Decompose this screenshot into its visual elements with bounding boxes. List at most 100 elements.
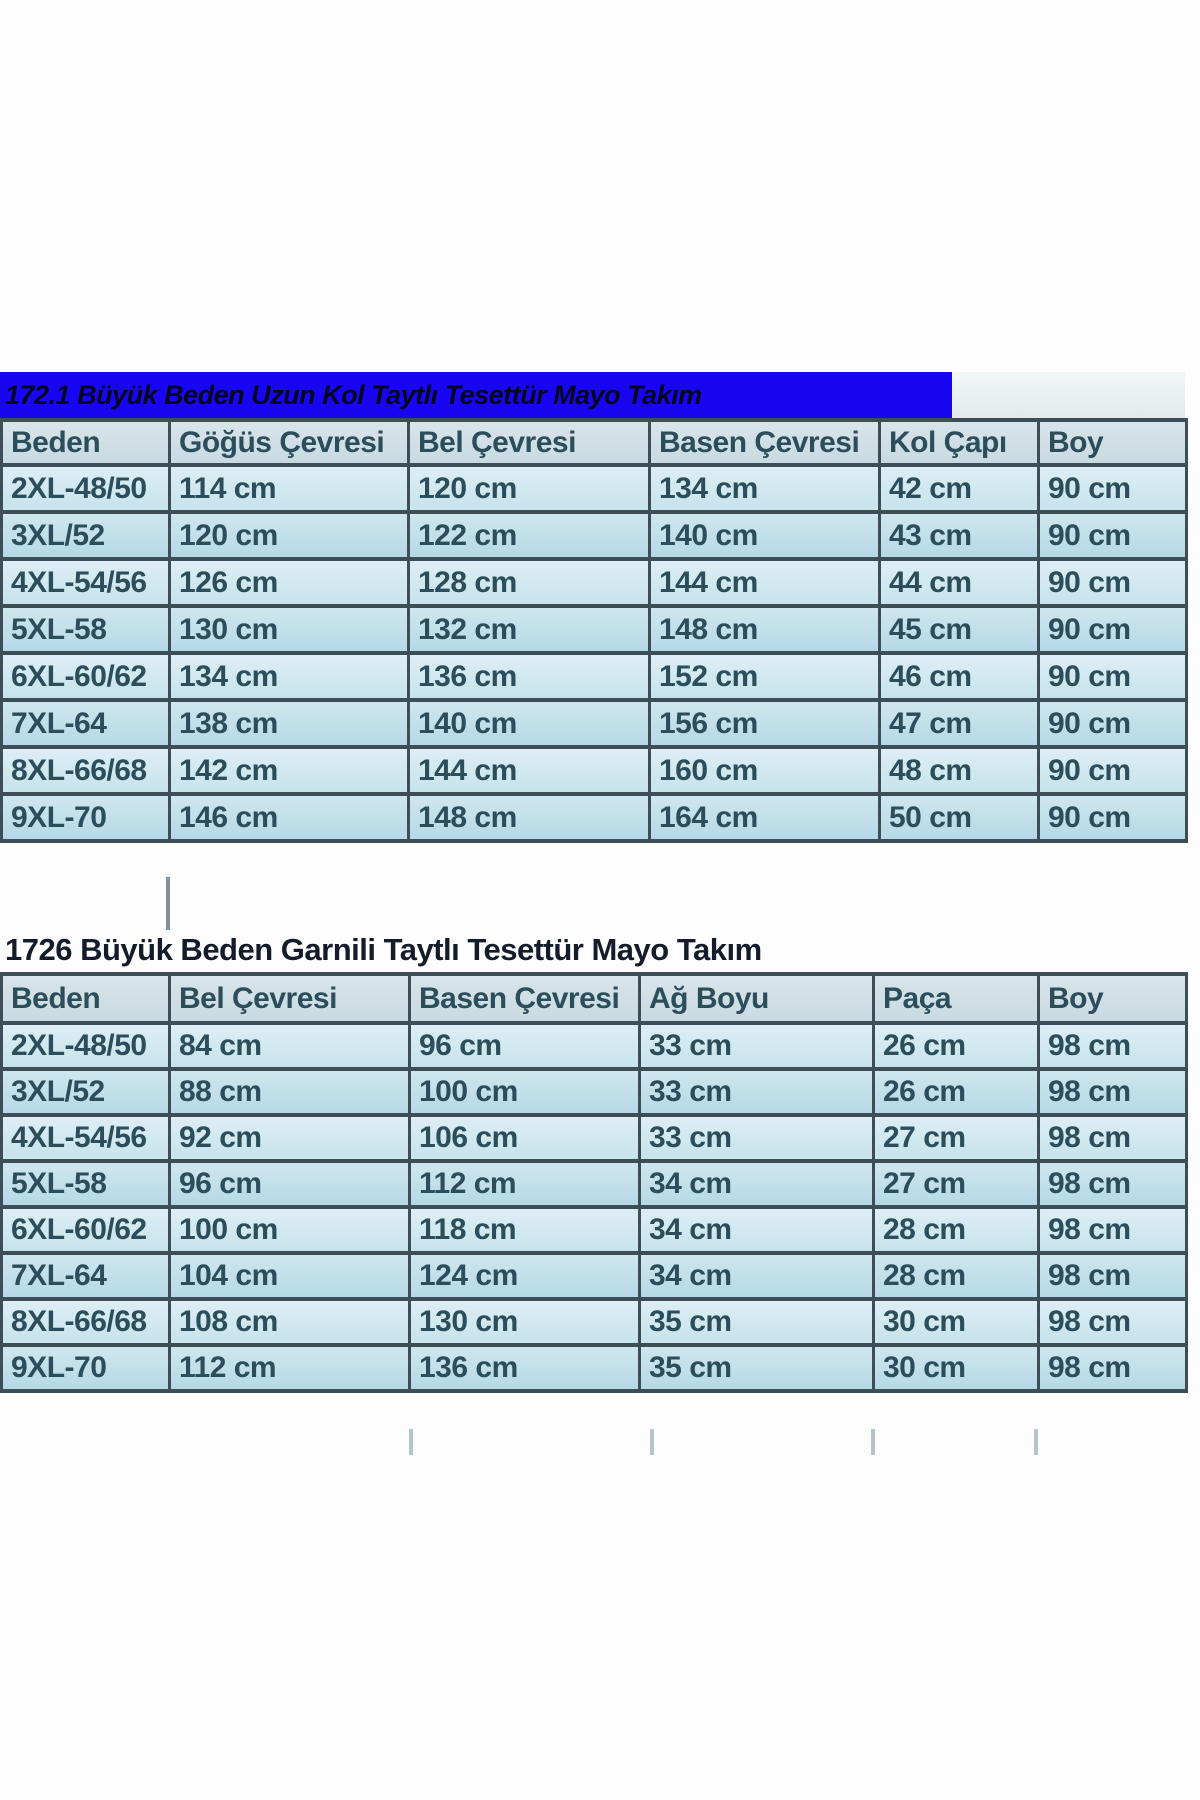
table-cell: 7XL-64 — [0, 698, 171, 749]
table-cell: 8XL-66/68 — [0, 745, 171, 796]
column-header: Basen Çevresi — [408, 972, 641, 1025]
table-row: 7XL-64 138 cm 140 cm 156 cm 47 cm 90 cm — [0, 698, 1188, 749]
table-cell: 126 cm — [168, 557, 410, 608]
table-row: 8XL-66/68 142 cm 144 cm 160 cm 48 cm 90 cm — [0, 745, 1188, 796]
grid-stub — [1034, 1429, 1038, 1455]
table-cell: 46 cm — [878, 651, 1040, 702]
table-cell: 33 cm — [638, 1021, 875, 1071]
grid-stub — [166, 877, 170, 930]
table-cell: 148 cm — [407, 792, 651, 843]
grid-stub — [650, 1429, 654, 1455]
table-cell: 98 cm — [1037, 1205, 1188, 1255]
column-header: Basen Çevresi — [648, 418, 881, 467]
table-cell: 98 cm — [1037, 1343, 1188, 1393]
table-cell: 98 cm — [1037, 1297, 1188, 1347]
table-cell: 130 cm — [168, 604, 410, 655]
table-cell: 120 cm — [407, 463, 651, 514]
column-header: Beden — [0, 418, 171, 467]
table-cell: 3XL/52 — [0, 1067, 171, 1117]
table-cell: 144 cm — [648, 557, 881, 608]
column-header: Bel Çevresi — [168, 972, 411, 1025]
table-cell: 108 cm — [168, 1297, 411, 1347]
table1-header-row: Beden Göğüs Çevresi Bel Çevresi Basen Çevre… — [0, 418, 1188, 467]
column-header: Ağ Boyu — [638, 972, 875, 1025]
table-cell: 30 cm — [872, 1297, 1040, 1347]
table-row: 3XL/52 88 cm 100 cm 33 cm 26 cm 98 cm — [0, 1067, 1188, 1117]
column-header: Bel Çevresi — [407, 418, 651, 467]
table-cell: 4XL-54/56 — [0, 1113, 171, 1163]
table-cell: 128 cm — [407, 557, 651, 608]
size-table-long-sleeve: Beden Göğüs Çevresi Bel Çevresi Basen Çevre… — [0, 418, 1188, 843]
table-cell: 33 cm — [638, 1113, 875, 1163]
table-cell: 138 cm — [168, 698, 410, 749]
column-header: Boy — [1037, 972, 1188, 1025]
table-cell: 6XL-60/62 — [0, 651, 171, 702]
column-header: Göğüs Çevresi — [168, 418, 410, 467]
table-cell: 9XL-70 — [0, 1343, 171, 1393]
table-cell: 134 cm — [648, 463, 881, 514]
table-row: 2XL-48/50 114 cm 120 cm 134 cm 42 cm 90 cm — [0, 463, 1188, 514]
table-cell: 2XL-48/50 — [0, 463, 171, 514]
table-cell: 136 cm — [407, 651, 651, 702]
table-cell: 35 cm — [638, 1297, 875, 1347]
table-cell: 8XL-66/68 — [0, 1297, 171, 1347]
table-cell: 84 cm — [168, 1021, 411, 1071]
table-cell: 136 cm — [408, 1343, 641, 1393]
table-cell: 3XL/52 — [0, 510, 171, 561]
table-row: 5XL-58 130 cm 132 cm 148 cm 45 cm 90 cm — [0, 604, 1188, 655]
table-cell: 2XL-48/50 — [0, 1021, 171, 1071]
table-cell: 90 cm — [1037, 745, 1188, 796]
table-cell: 50 cm — [878, 792, 1040, 843]
table-row: 6XL-60/62 134 cm 136 cm 152 cm 46 cm 90 cm — [0, 651, 1188, 702]
table-row: 5XL-58 96 cm 112 cm 34 cm 27 cm 98 cm — [0, 1159, 1188, 1209]
column-header: Paça — [872, 972, 1040, 1025]
table-row: 2XL-48/50 84 cm 96 cm 33 cm 26 cm 98 cm — [0, 1021, 1188, 1071]
table-cell: 98 cm — [1037, 1067, 1188, 1117]
table-cell: 28 cm — [872, 1251, 1040, 1301]
table-row: 9XL-70 112 cm 136 cm 35 cm 30 cm 98 cm — [0, 1343, 1188, 1393]
table-cell: 98 cm — [1037, 1159, 1188, 1209]
table-cell: 6XL-60/62 — [0, 1205, 171, 1255]
table-cell: 5XL-58 — [0, 1159, 171, 1209]
table-cell: 26 cm — [872, 1067, 1040, 1117]
table-cell: 45 cm — [878, 604, 1040, 655]
table-cell: 148 cm — [648, 604, 881, 655]
table1-title-bar: 172.1 Büyük Beden Uzun Kol Taytlı Tesett… — [0, 372, 952, 418]
table-cell: 35 cm — [638, 1343, 875, 1393]
table-cell: 34 cm — [638, 1205, 875, 1255]
table-cell: 27 cm — [872, 1113, 1040, 1163]
table-cell: 44 cm — [878, 557, 1040, 608]
table-cell: 4XL-54/56 — [0, 557, 171, 608]
table1-title: 172.1 Büyük Beden Uzun Kol Taytlı Tesett… — [5, 379, 702, 410]
table-cell: 88 cm — [168, 1067, 411, 1117]
table-cell: 130 cm — [408, 1297, 641, 1347]
table-cell: 156 cm — [648, 698, 881, 749]
table-cell: 112 cm — [168, 1343, 411, 1393]
table-cell: 100 cm — [408, 1067, 641, 1117]
table-cell: 7XL-64 — [0, 1251, 171, 1301]
table-cell: 43 cm — [878, 510, 1040, 561]
table-cell: 144 cm — [407, 745, 651, 796]
table-cell: 27 cm — [872, 1159, 1040, 1209]
table-row: 9XL-70 146 cm 148 cm 164 cm 50 cm 90 cm — [0, 792, 1188, 843]
table-row: 8XL-66/68 108 cm 130 cm 35 cm 30 cm 98 cm — [0, 1297, 1188, 1347]
table-cell: 152 cm — [648, 651, 881, 702]
column-header: Kol Çapı — [878, 418, 1040, 467]
table-cell: 114 cm — [168, 463, 410, 514]
column-header: Beden — [0, 972, 171, 1025]
table-cell: 140 cm — [648, 510, 881, 561]
table1-title-spacer — [952, 372, 1185, 418]
table-cell: 42 cm — [878, 463, 1040, 514]
table-cell: 90 cm — [1037, 698, 1188, 749]
table-cell: 100 cm — [168, 1205, 411, 1255]
table-row: 4XL-54/56 126 cm 128 cm 144 cm 44 cm 90 cm — [0, 557, 1188, 608]
grid-stub — [871, 1429, 875, 1455]
size-table-garnished: Beden Bel Çevresi Basen Çevresi Ağ Boyu Paça… — [0, 972, 1188, 1393]
table-cell: 90 cm — [1037, 651, 1188, 702]
table-cell: 132 cm — [407, 604, 651, 655]
table-cell: 33 cm — [638, 1067, 875, 1117]
table-cell: 90 cm — [1037, 510, 1188, 561]
table-cell: 160 cm — [648, 745, 881, 796]
table-cell: 90 cm — [1037, 604, 1188, 655]
